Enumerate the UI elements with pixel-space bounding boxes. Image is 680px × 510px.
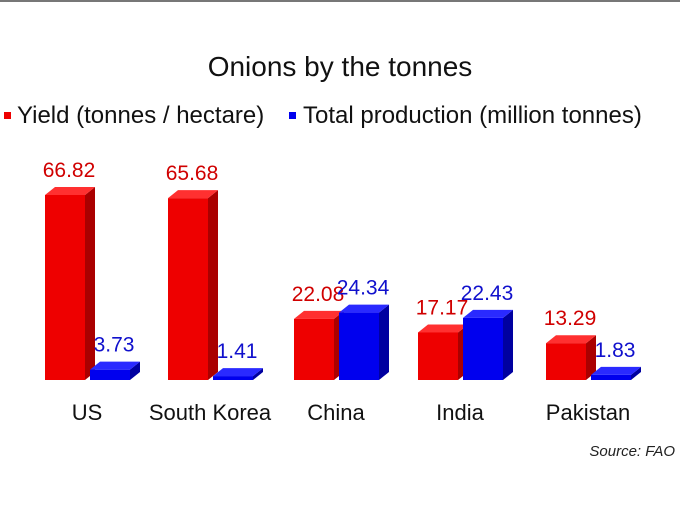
bar-china-production xyxy=(339,304,389,380)
bar-side xyxy=(85,187,95,380)
legend-swatch-yield xyxy=(4,112,11,119)
value-label-india-production: 22.43 xyxy=(461,282,514,305)
source-note: Source: FAO xyxy=(589,443,675,460)
bar-pakistan-yield xyxy=(546,335,596,380)
bar-front xyxy=(213,376,253,380)
x-tick-pakistan: Pakistan xyxy=(546,400,630,425)
bar-us-production xyxy=(90,361,140,380)
bar-front xyxy=(90,369,130,380)
bar-side xyxy=(379,304,389,380)
bar-side xyxy=(631,366,641,380)
bar-side xyxy=(503,309,513,380)
bar-south-korea-production xyxy=(213,368,263,380)
legend: Yield (tonnes / hectare) Total productio… xyxy=(4,102,642,129)
top-divider xyxy=(0,0,680,2)
value-label-china-yield: 22.08 xyxy=(292,283,345,306)
x-tick-china: China xyxy=(307,400,365,425)
x-tick-india: India xyxy=(436,400,484,425)
bar-china-yield xyxy=(294,310,344,380)
bar-top xyxy=(168,190,218,199)
value-label-pakistan-yield: 13.29 xyxy=(544,307,597,330)
bar-side xyxy=(130,361,140,380)
bar-pakistan-production xyxy=(591,366,641,380)
bar-top xyxy=(418,324,468,333)
bar-top xyxy=(591,366,641,375)
x-tick-us: US xyxy=(72,400,103,425)
legend-label-production: Total production (million tonnes) xyxy=(303,102,642,129)
bar-top xyxy=(546,335,596,344)
value-label-us-yield: 66.82 xyxy=(43,159,96,182)
bar-front xyxy=(168,198,208,380)
bar-india-yield xyxy=(418,324,468,380)
value-label-pakistan-production: 1.83 xyxy=(595,339,636,362)
bar-top xyxy=(294,310,344,319)
bar-front xyxy=(45,195,85,380)
bar-india-production xyxy=(463,309,513,380)
bar-top xyxy=(463,309,513,318)
bar-side xyxy=(253,368,263,380)
bar-us-yield xyxy=(45,187,95,380)
bars-layer xyxy=(45,187,641,380)
bar-south-korea-yield xyxy=(168,190,218,380)
value-label-china-production: 24.34 xyxy=(337,277,390,300)
bar-side xyxy=(586,335,596,380)
bar-front xyxy=(546,343,586,380)
bar-front xyxy=(463,317,503,380)
bar-side xyxy=(208,190,218,380)
bar-top xyxy=(45,187,95,195)
bar-top xyxy=(339,304,389,313)
bar-front xyxy=(591,374,631,380)
chart-title: Onions by the tonnes xyxy=(208,51,473,82)
value-label-south-korea-production: 1.41 xyxy=(217,340,258,363)
bar-front xyxy=(294,318,334,380)
legend-swatch-production xyxy=(289,112,296,119)
x-tick-south-korea: South Korea xyxy=(149,400,272,425)
legend-label-yield: Yield (tonnes / hectare) xyxy=(17,102,264,129)
bar-front xyxy=(418,332,458,380)
value-label-india-yield: 17.17 xyxy=(416,296,469,319)
bar-top xyxy=(213,368,263,377)
bar-front xyxy=(339,312,379,380)
value-label-us-production: 3.73 xyxy=(94,334,135,357)
bar-top xyxy=(90,361,140,370)
x-axis-ticks: US South Korea China India Pakistan xyxy=(72,400,630,425)
value-label-south-korea-yield: 65.68 xyxy=(166,162,219,185)
